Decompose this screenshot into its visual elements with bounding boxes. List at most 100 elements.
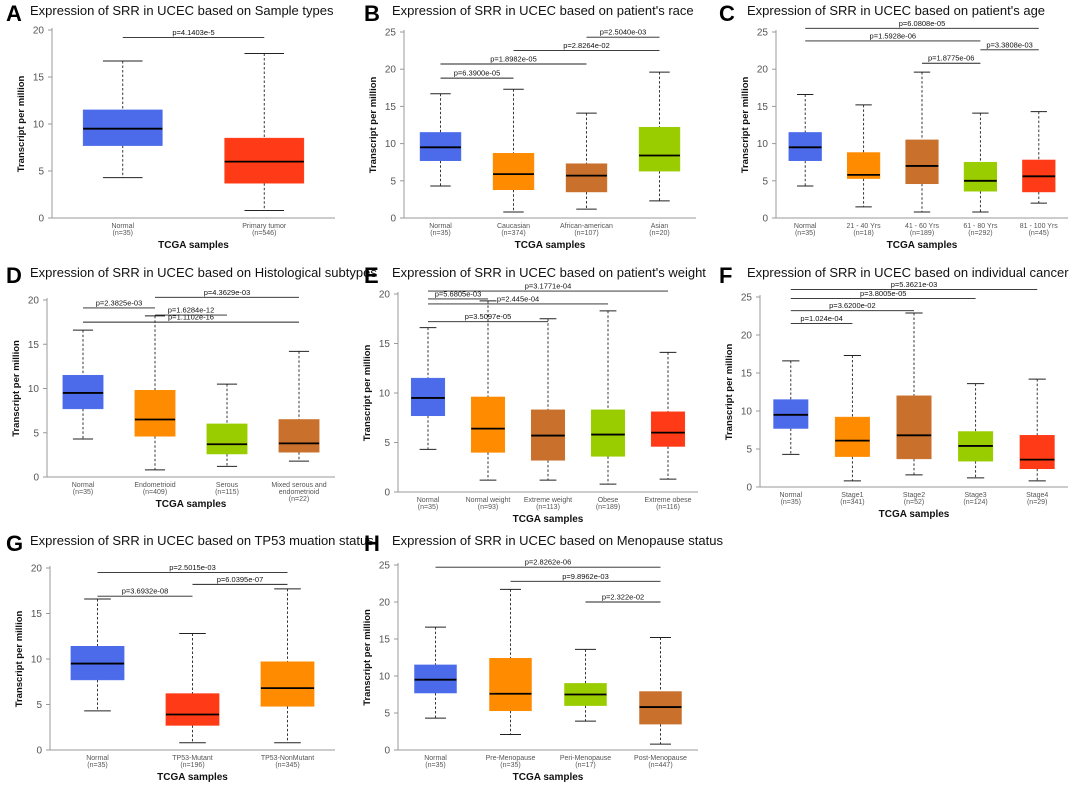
box-iqr — [963, 161, 998, 192]
y-tick-label: 10 — [385, 139, 397, 150]
category-label: 61 - 80 Yrs — [963, 223, 998, 230]
p-value-label: p=3.5097e-05 — [465, 312, 512, 321]
category-label: Stage2 — [903, 492, 925, 499]
x-axis-title: TCGA samples — [513, 772, 584, 783]
box-1 — [62, 329, 104, 440]
p-value-label: p=3.3808e-03 — [986, 40, 1033, 49]
y-tick-label: 5 — [762, 176, 768, 187]
category-n: (n=18) — [853, 230, 873, 237]
y-tick-label: 0 — [38, 214, 44, 225]
category-label: Normal — [424, 755, 447, 762]
p-value-label: p=1.5928e-06 — [870, 31, 917, 40]
p-value-label: p=4.3629e-03 — [204, 288, 251, 297]
category-label: African-american — [560, 223, 613, 230]
chart-title: Expression of SRR in UCEC based on indiv… — [747, 265, 1072, 280]
y-tick-label: 5 — [384, 709, 390, 720]
category-label: Extreme obese — [644, 497, 691, 504]
panel-label: E — [364, 263, 379, 288]
category-n: (n=35) — [781, 499, 801, 506]
p-value-label: p=4.1403e-5 — [172, 28, 214, 37]
y-tick-label: 0 — [384, 488, 390, 499]
y-tick-label: 5 — [36, 700, 42, 711]
y-tick-label: 20 — [379, 290, 391, 301]
category-n: (n=409) — [143, 489, 167, 496]
panel-b-race: B Expression of SRR in UCEC based on pati… — [358, 0, 703, 258]
x-axis-title: TCGA samples — [156, 499, 227, 510]
box-1 — [224, 53, 305, 211]
category-label: Normal — [417, 497, 440, 504]
y-tick-label: 25 — [385, 28, 397, 39]
box-2 — [530, 318, 566, 481]
chart-svg: F Expression of SRR in UCEC based on indi… — [719, 263, 1072, 520]
category-label: 21 - 40 Yrs — [847, 223, 882, 230]
p-value-label: p=1.1102e-16 — [168, 313, 214, 322]
category-n: (n=35) — [425, 762, 445, 769]
y-axis-label: Transcript per million — [368, 77, 379, 174]
y-axis-label: Transcript per million — [11, 340, 22, 437]
p-value-label: p=1.8982e-05 — [490, 54, 537, 63]
y-tick-label: 10 — [33, 120, 45, 131]
y-tick-label: 5 — [390, 176, 396, 187]
panel-label: B — [364, 1, 380, 26]
p-value-label: p=1.024e-04 — [800, 314, 842, 323]
box-2 — [896, 312, 932, 476]
box-4 — [650, 351, 686, 480]
category-label: Normal — [86, 755, 109, 762]
category-n: (n=52) — [904, 499, 924, 506]
category-n: (n=345) — [275, 762, 299, 769]
category-n: (n=447) — [648, 762, 672, 769]
x-axis-title: TCGA samples — [515, 240, 586, 251]
category-n: (n=35) — [795, 230, 815, 237]
box-3 — [638, 71, 681, 202]
box-4 — [1022, 111, 1056, 204]
p-value-label: p=3.8005e-05 — [860, 289, 907, 298]
box-0 — [134, 315, 176, 471]
category-label: Normal — [111, 223, 134, 230]
y-axis-label: Transcript per million — [362, 609, 373, 706]
box-iqr — [1019, 435, 1055, 470]
y-tick-label: 5 — [746, 445, 752, 456]
category-n: (n=35) — [73, 489, 93, 496]
category-label: 81 - 100 Yrs — [1020, 223, 1059, 230]
category-label: Serous — [216, 482, 239, 489]
y-tick-label: 15 — [28, 340, 40, 351]
p-value-label: p=6.0395e-07 — [217, 575, 264, 584]
category-label: Primary tumor — [242, 223, 287, 230]
category-n: (n=115) — [215, 489, 239, 496]
p-value-label: p=2.5015e-03 — [169, 563, 216, 572]
category-n: (n=546) — [252, 230, 276, 237]
p-value-label: p=5.6805e-03 — [435, 289, 482, 298]
y-tick-label: 25 — [757, 28, 769, 39]
y-tick-label: 20 — [33, 26, 45, 37]
box-1 — [834, 355, 870, 482]
box-0 — [70, 598, 125, 712]
category-n: (n=196) — [180, 762, 204, 769]
box-iqr — [650, 411, 686, 447]
category-label: Stage1 — [841, 492, 863, 499]
category-n: (n=29) — [1027, 499, 1047, 506]
box-0 — [82, 60, 163, 179]
box-2 — [206, 383, 248, 467]
box-2 — [905, 71, 939, 213]
panel-f-cancer-stages: F Expression of SRR in UCEC based on indi… — [713, 262, 1072, 524]
box-0 — [788, 93, 822, 187]
y-tick-label: 20 — [31, 564, 43, 575]
box-2 — [565, 112, 608, 210]
category-n: (n=189) — [596, 504, 620, 511]
box-2 — [260, 588, 315, 744]
box-iqr — [165, 693, 220, 726]
y-tick-label: 20 — [379, 598, 391, 609]
chart-title: Expression of SRR in UCEC based on patie… — [747, 3, 1045, 18]
category-n: (n=292) — [968, 230, 992, 237]
chart-title: Expression of SRR in UCEC based on patie… — [392, 265, 706, 280]
y-tick-label: 10 — [31, 655, 43, 666]
box-iqr — [590, 409, 626, 457]
y-tick-label: 5 — [38, 167, 44, 178]
panel-label: D — [6, 263, 22, 288]
p-value-label: p=2.445e-04 — [497, 294, 539, 303]
p-value-label: p=1.8775e-06 — [928, 54, 975, 63]
box-1 — [492, 88, 535, 213]
box-iqr — [492, 153, 535, 190]
category-label: 41 - 60 Yrs — [905, 223, 940, 230]
box-iqr — [638, 126, 681, 172]
